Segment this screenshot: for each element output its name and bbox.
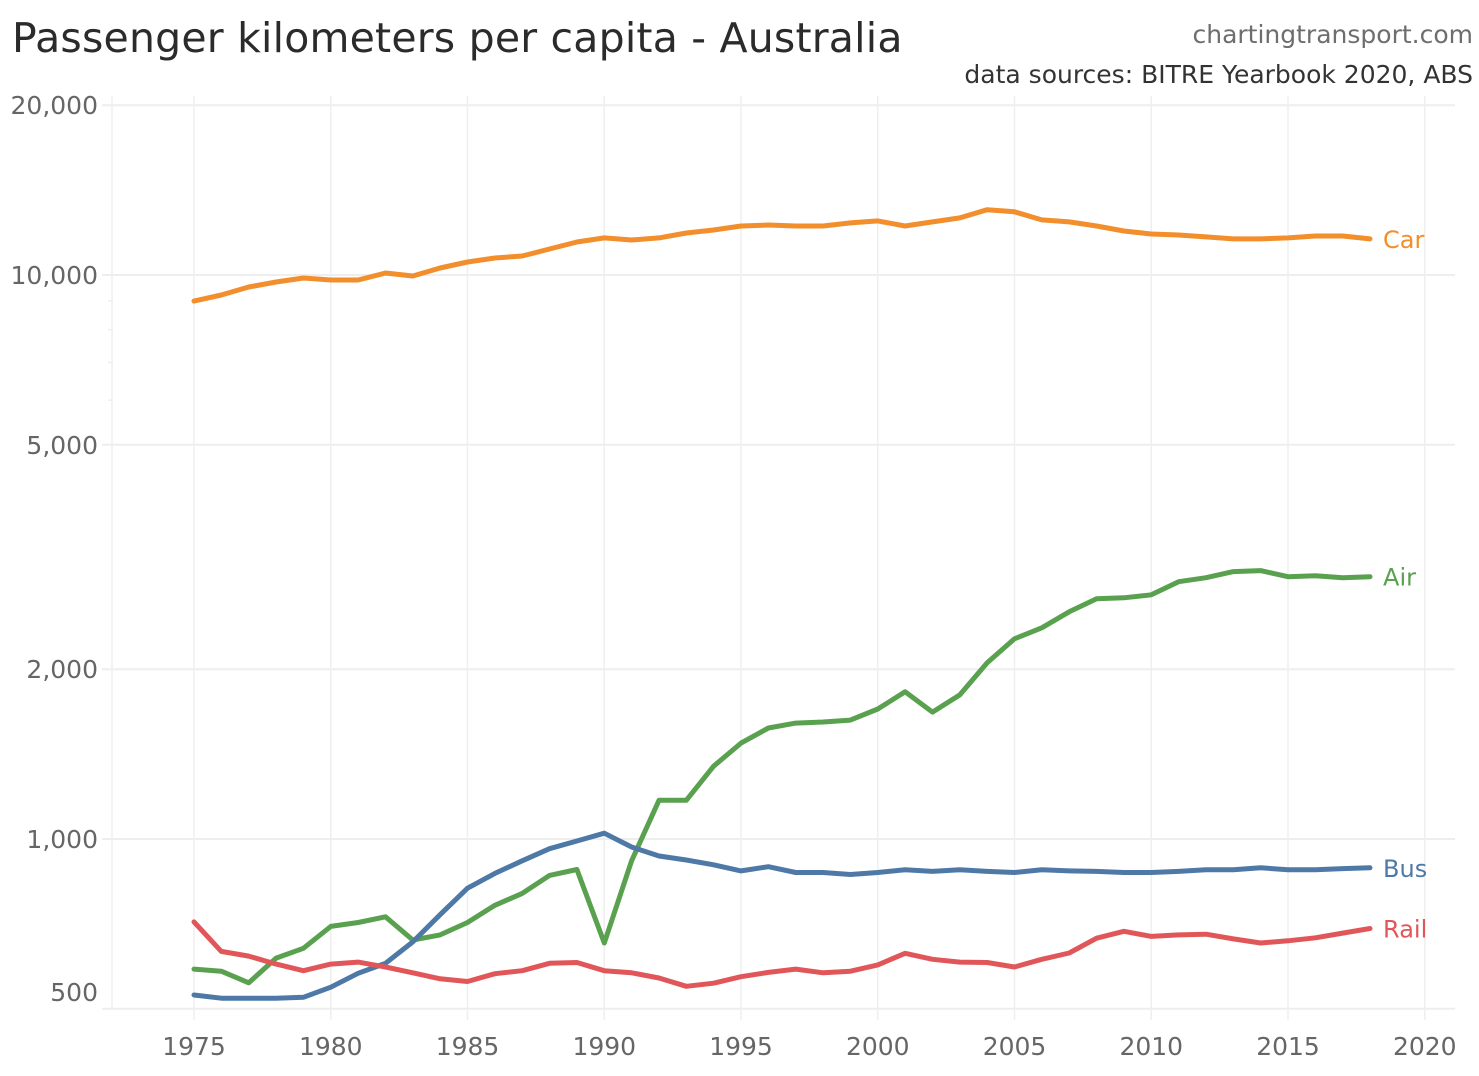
data-sources: data sources: BITRE Yearbook 2020, ABS: [964, 60, 1473, 89]
series-line-rail: [191, 919, 1373, 989]
x-tick-label: 1985: [436, 1032, 500, 1061]
series-label-rail: Rail: [1383, 915, 1427, 943]
x-tick-label: 1995: [709, 1032, 773, 1061]
y-tick-label: 2,000: [26, 655, 98, 684]
y-tick-label: 1,000: [26, 825, 98, 854]
series-label-bus: Bus: [1383, 855, 1427, 883]
y-tick-label: 20,000: [11, 91, 98, 120]
series-label-air: Air: [1383, 564, 1416, 592]
y-tick-label: 5,000: [26, 431, 98, 460]
x-tick-label: 1980: [299, 1032, 363, 1061]
gridlines: [102, 96, 1455, 1020]
series-line-car: [191, 207, 1373, 304]
x-tick-label: 2010: [1119, 1032, 1183, 1061]
site-credit: chartingtransport.com: [1192, 20, 1473, 49]
x-tick-label: 1990: [572, 1032, 636, 1061]
x-tick-label: 2020: [1393, 1032, 1457, 1061]
x-axis-ticks: 1975 1980 1985 1990 1995 2000 2005 2010 2015 2020: [162, 1032, 1456, 1061]
chart-title: Passenger kilometers per capita - Austra…: [12, 14, 903, 62]
x-tick-label: 2005: [983, 1032, 1047, 1061]
series-lines: [191, 207, 1373, 1001]
x-tick-label: 1975: [162, 1032, 226, 1061]
y-tick-label: 500: [50, 978, 98, 1007]
x-tick-label: 2000: [846, 1032, 910, 1061]
series-label-car: Car: [1383, 226, 1424, 254]
x-tick-label: 2015: [1256, 1032, 1320, 1061]
series-labels: Car Air Bus Rail: [1383, 226, 1427, 944]
series-line-bus: [191, 830, 1373, 1001]
y-axis-ticks: 500 1,000 2,000 5,000 10,000 20,000: [11, 91, 98, 1007]
series-line-air: [191, 568, 1373, 986]
y-tick-label: 10,000: [11, 261, 98, 290]
